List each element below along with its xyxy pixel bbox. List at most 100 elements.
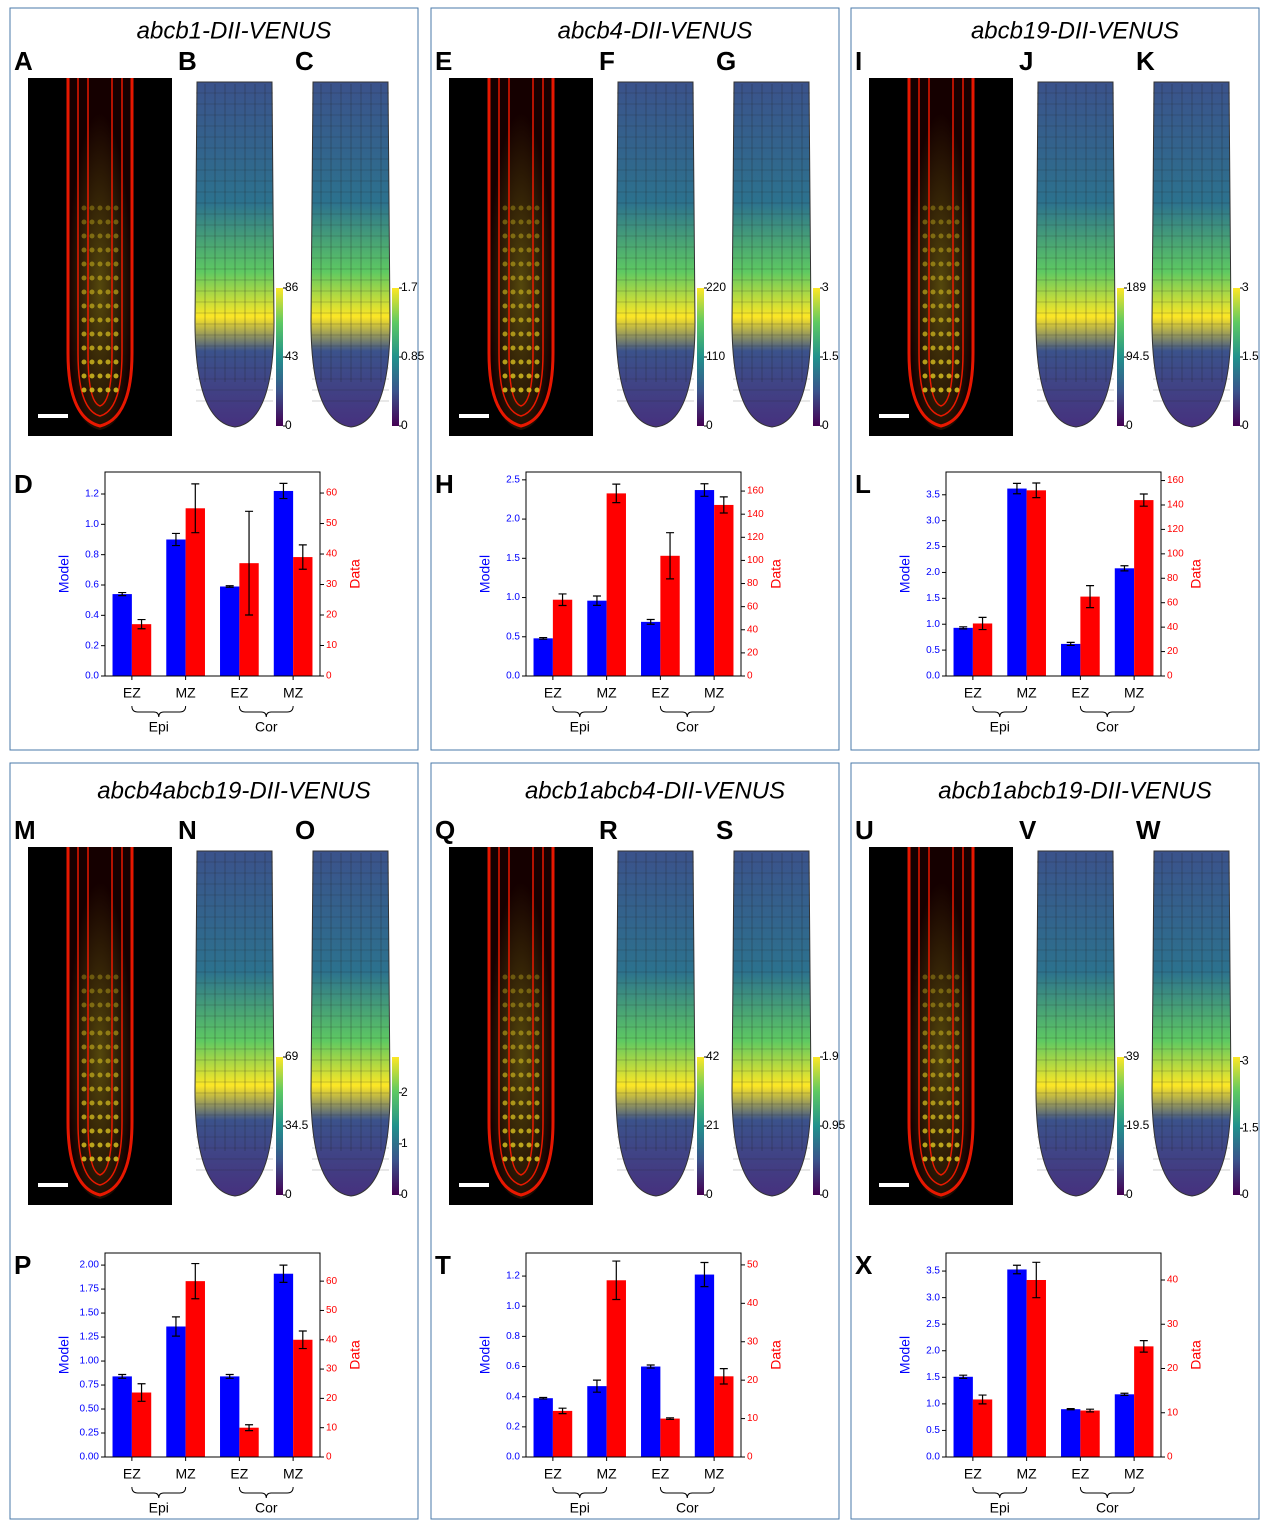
y2-tick-label: 120	[747, 532, 764, 543]
nucleus	[938, 1044, 944, 1050]
nucleus	[502, 974, 508, 980]
nucleus	[526, 331, 532, 337]
nucleus	[105, 289, 111, 295]
y2-tick-label: 0	[1167, 1452, 1173, 1463]
error-bar	[1066, 1408, 1075, 1411]
y2-tick-label: 60	[1167, 597, 1179, 608]
nucleus	[922, 1086, 928, 1092]
nucleus	[81, 275, 87, 281]
nucleus	[954, 387, 960, 393]
nucleus	[922, 1002, 928, 1008]
colorbar-tick-label: 0	[401, 418, 408, 432]
y-tick-label: 1.0	[506, 1301, 520, 1312]
nucleus	[518, 387, 524, 393]
y-axis-label: Model	[897, 555, 913, 593]
root-outline	[87, 78, 113, 407]
nucleus	[89, 261, 95, 267]
nucleus	[938, 373, 944, 379]
nucleus	[97, 219, 103, 225]
y2-tick-label: 160	[747, 486, 764, 497]
panel-letter: H	[435, 469, 454, 499]
nucleus	[526, 1044, 532, 1050]
colorbar-tick-label: 21	[706, 1118, 720, 1132]
nucleus	[534, 261, 540, 267]
panel-letter: Q	[435, 815, 455, 845]
nucleus	[946, 373, 952, 379]
nucleus	[510, 331, 516, 337]
nucleus	[526, 1100, 532, 1106]
y2-tick-label: 10	[326, 640, 338, 651]
colorbar-tick-label: 0	[706, 1187, 713, 1201]
nucleus	[502, 373, 508, 379]
root-outline	[928, 847, 954, 1176]
error-bar	[700, 1261, 709, 1288]
y2-axis-label: Data	[347, 1340, 363, 1370]
nucleus	[922, 974, 928, 980]
y2-tick-label: 40	[1167, 1275, 1179, 1286]
x-tick-label: EZ	[544, 685, 562, 701]
y2-axis-label: Data	[1188, 1340, 1204, 1370]
nucleus	[502, 331, 508, 337]
nucleus	[97, 1002, 103, 1008]
x-tick-label: MZ	[283, 1466, 304, 1482]
group-brace	[552, 1486, 608, 1499]
colorbar	[276, 1057, 283, 1195]
nucleus	[930, 233, 936, 239]
nucleus	[534, 359, 540, 365]
nucleus	[97, 1156, 103, 1162]
nucleus	[81, 988, 87, 994]
nucleus	[89, 1156, 95, 1162]
bar	[131, 624, 152, 676]
bar	[131, 1392, 152, 1457]
nucleus	[534, 1030, 540, 1036]
bar	[641, 1366, 661, 1457]
error-bar	[279, 482, 288, 500]
y2-tick-label: 0	[326, 671, 332, 682]
nucleus	[938, 1114, 944, 1120]
bar	[972, 1399, 993, 1457]
nucleus	[510, 1030, 516, 1036]
y-tick-label: 0.6	[506, 1361, 520, 1372]
nucleus	[89, 219, 95, 225]
y-axis-label: Model	[56, 1336, 72, 1374]
nucleus	[930, 275, 936, 281]
panel-letter: C	[295, 46, 314, 76]
y2-tick-label: 30	[326, 1364, 338, 1375]
panel-letter: W	[1136, 815, 1161, 845]
nucleus	[938, 219, 944, 225]
nucleus	[954, 1142, 960, 1148]
nucleus	[81, 387, 87, 393]
nucleus	[113, 219, 119, 225]
nucleus	[938, 1030, 944, 1036]
panel-letter: B	[178, 46, 197, 76]
nucleus	[97, 1114, 103, 1120]
bar	[972, 623, 993, 676]
nucleus	[502, 303, 508, 309]
nucleus	[518, 233, 524, 239]
colorbar	[697, 1057, 704, 1195]
heatmap-root	[194, 81, 275, 428]
y2-tick-label: 20	[1167, 1363, 1179, 1374]
bar	[1007, 1269, 1027, 1457]
nucleus	[97, 1030, 103, 1036]
nucleus	[946, 988, 952, 994]
nucleus	[89, 1030, 95, 1036]
error-bar	[539, 636, 548, 640]
nucleus	[954, 1044, 960, 1050]
bar	[1114, 568, 1135, 676]
nucleus	[534, 219, 540, 225]
root-outline	[907, 78, 975, 428]
nucleus	[930, 1016, 936, 1022]
nucleus	[518, 219, 524, 225]
nucleus	[938, 1128, 944, 1134]
nucleus	[510, 373, 516, 379]
colorbar-tick-label: 1.9	[822, 1049, 839, 1063]
y2-tick-label: 30	[1167, 1319, 1179, 1330]
colorbar-tick-label: 0	[1242, 418, 1249, 432]
nucleus	[89, 205, 95, 211]
nucleus	[526, 1030, 532, 1036]
nucleus	[534, 1072, 540, 1078]
y-tick-label: 2.0	[926, 567, 940, 578]
y-tick-label: 0.8	[506, 1331, 520, 1342]
group-brace	[238, 705, 294, 718]
